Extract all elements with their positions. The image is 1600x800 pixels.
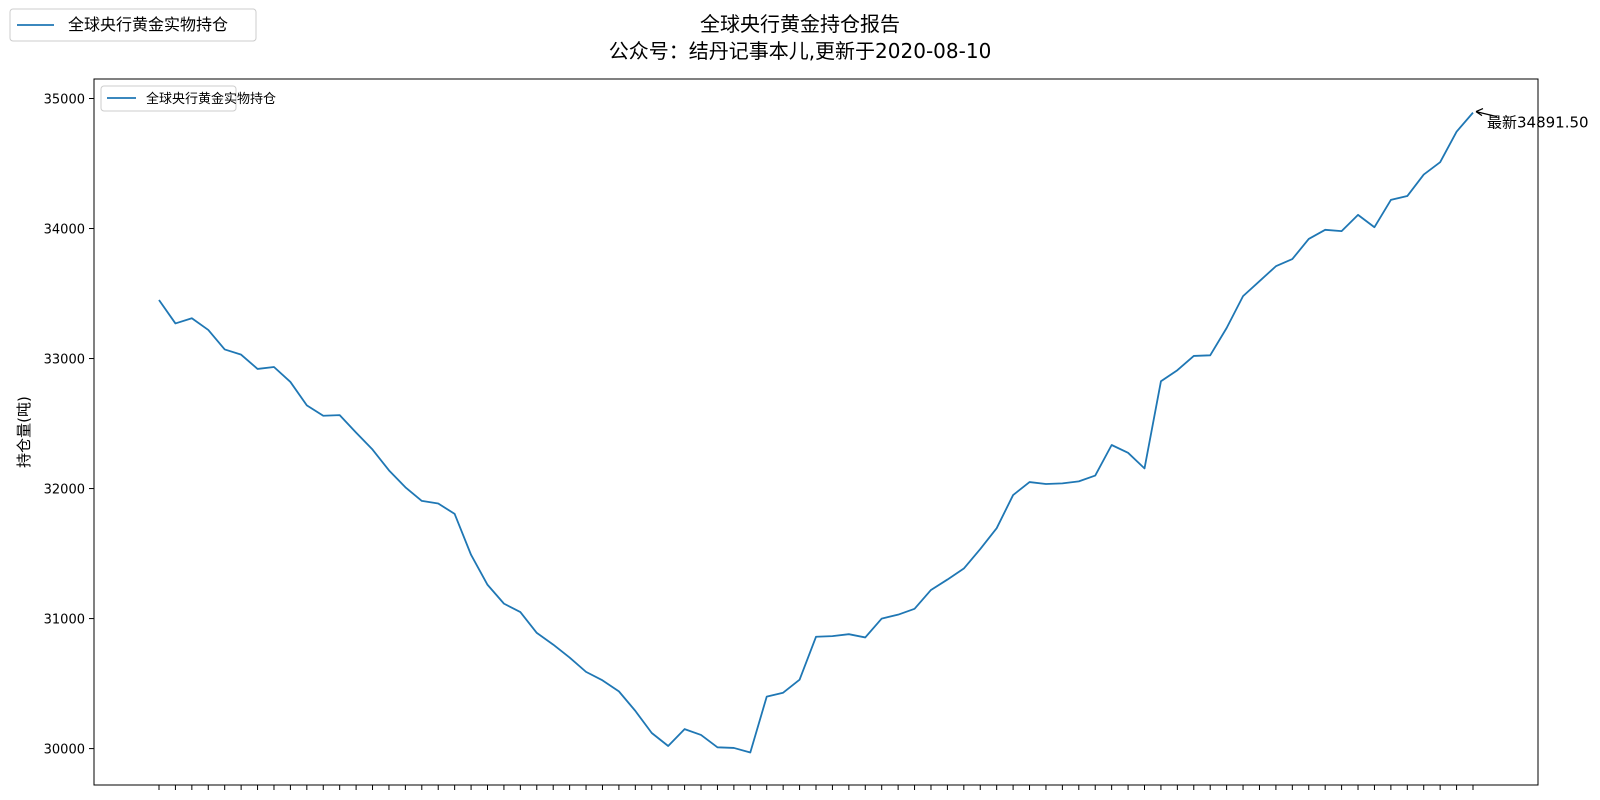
series-line-gold-holdings xyxy=(158,112,1474,754)
axes-legend: 全球央行黄金实物持仓 xyxy=(100,85,276,112)
x-axis-ticks xyxy=(158,785,1474,790)
chart-title: 全球央行黄金持仓报告 xyxy=(700,12,900,36)
y-axis-ticks: 30000 31000 32000 33000 34000 35000 xyxy=(44,93,94,758)
latest-value-annotation: 最新34891.50 xyxy=(1475,108,1589,132)
figure-legend: 全球央行黄金实物持仓 xyxy=(9,8,257,42)
axes-legend-box xyxy=(100,85,237,112)
y-tick-label: 31000 xyxy=(44,613,85,628)
y-tick-label: 35000 xyxy=(44,93,85,108)
y-tick-label: 33000 xyxy=(44,353,85,368)
y-tick-label: 34000 xyxy=(44,223,85,238)
y-tick-label: 30000 xyxy=(44,743,85,758)
annotation-arrow xyxy=(1475,108,1498,118)
series-group xyxy=(158,112,1474,754)
axes-legend-label: 全球央行黄金实物持仓 xyxy=(146,91,276,107)
y-tick-label: 32000 xyxy=(44,483,85,498)
latest-value-label: 最新34891.50 xyxy=(1487,114,1589,132)
plot-area xyxy=(93,78,1539,786)
y-axis-label: 持仓量(吨) xyxy=(15,396,33,468)
figure-legend-label: 全球央行黄金实物持仓 xyxy=(68,15,228,34)
figure-legend-box xyxy=(9,8,257,42)
chart-subtitle: 公众号：结丹记事本儿,更新于2020-08-10 xyxy=(609,39,992,63)
